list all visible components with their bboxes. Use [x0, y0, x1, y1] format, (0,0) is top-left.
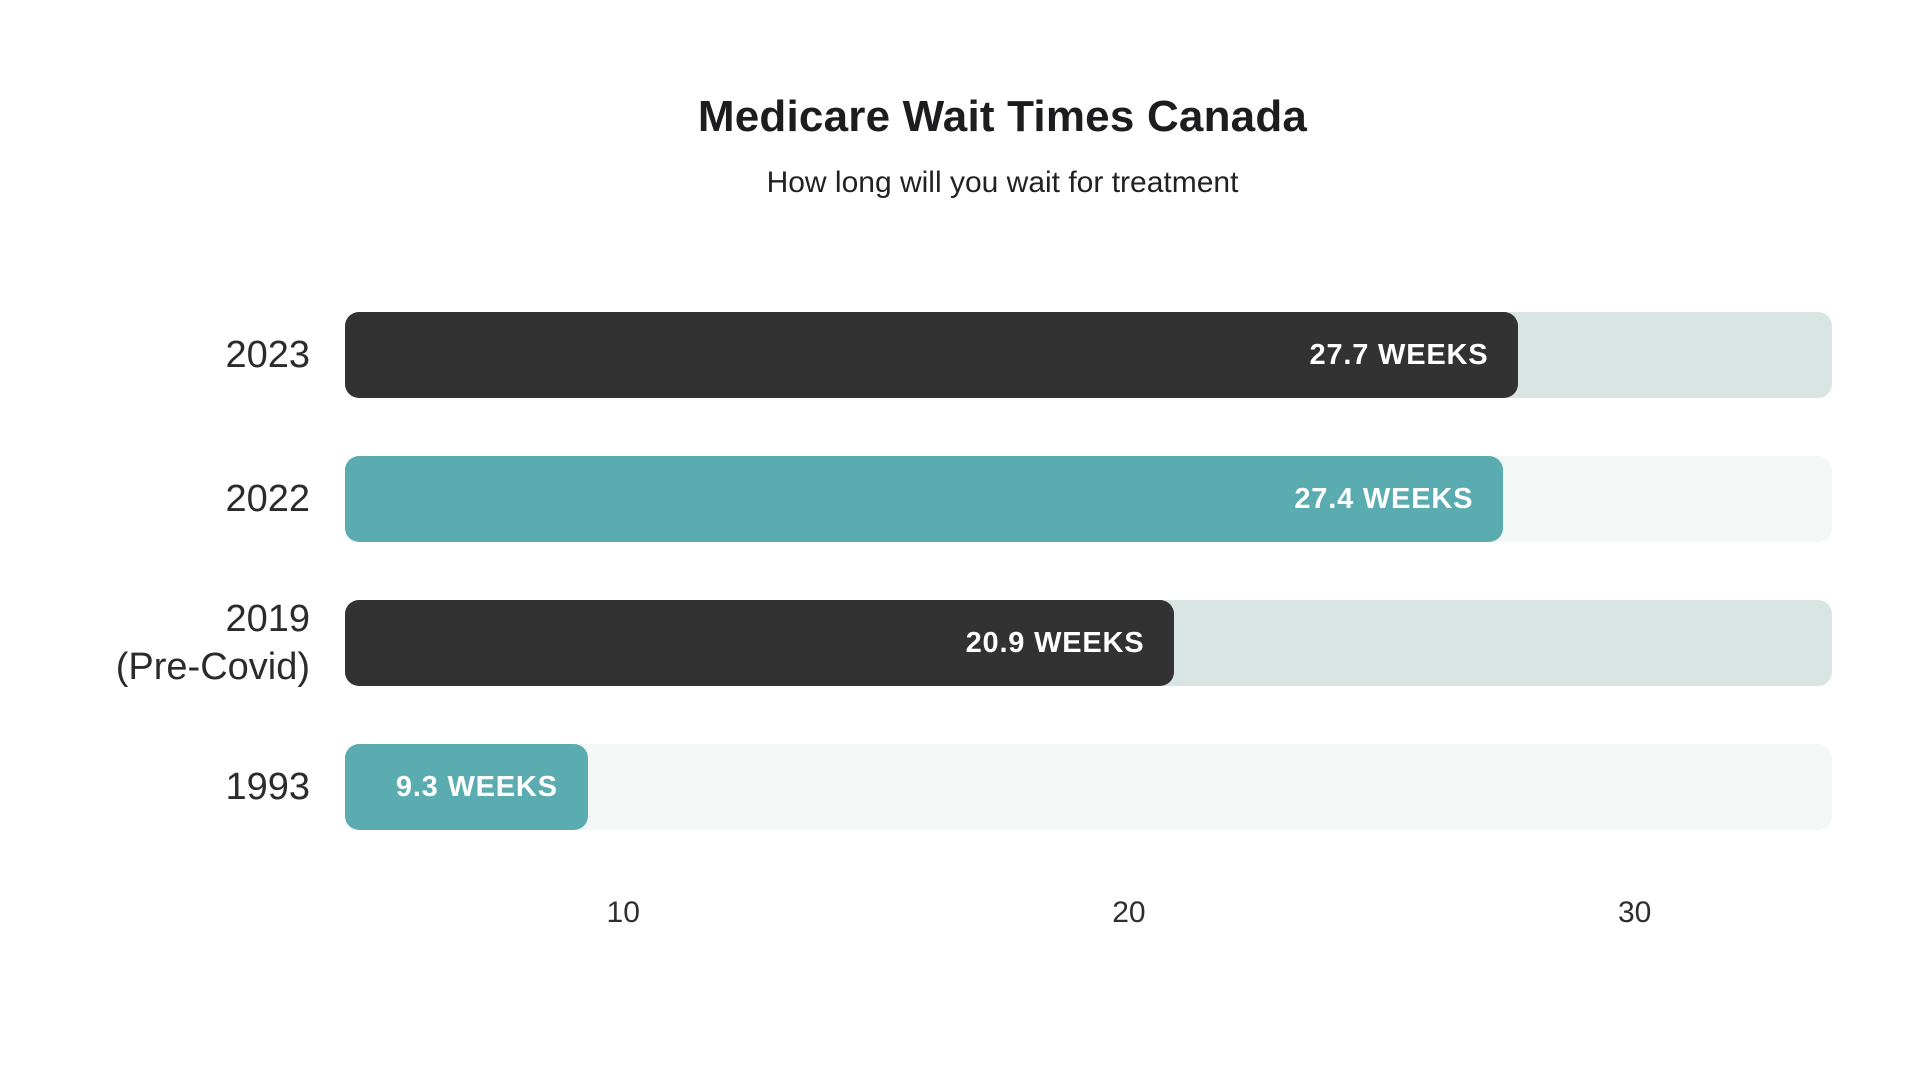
- bar-value-label: 27.7 WEEKS: [1309, 338, 1489, 371]
- bar-track: 27.4 WEEKS: [345, 456, 1832, 542]
- chart-header: Medicare Wait Times Canada How long will…: [0, 0, 1920, 200]
- category-label-line: (Pre-Covid): [115, 646, 310, 688]
- bar-value-label: 20.9 WEEKS: [965, 626, 1145, 659]
- page-subtitle: How long will you wait for treatment: [766, 166, 1239, 199]
- page-title: Medicare Wait Times Canada: [697, 92, 1308, 141]
- chart-row: 2022 27.4 WEEKS: [0, 456, 1920, 542]
- category-label-line: 1993: [225, 766, 310, 808]
- bar: 20.9 WEEKS: [345, 600, 1175, 686]
- bar-track: 9.3 WEEKS: [345, 744, 1832, 830]
- category-label: 2023: [0, 312, 310, 398]
- bar-value-label: 27.4 WEEKS: [1294, 482, 1474, 515]
- bar: 27.4 WEEKS: [345, 456, 1504, 542]
- bar: 27.7 WEEKS: [345, 312, 1519, 398]
- category-label: 1993: [0, 744, 310, 830]
- bar-track: 20.9 WEEKS: [345, 600, 1832, 686]
- bar-track: 27.7 WEEKS: [345, 312, 1832, 398]
- chart-row: 2019 (Pre-Covid) 20.9 WEEKS: [0, 598, 1920, 688]
- category-label-line: 2022: [225, 478, 310, 520]
- bar-value-label: 9.3 WEEKS: [395, 770, 558, 803]
- category-label: 2019 (Pre-Covid): [0, 598, 310, 688]
- category-label-line: 2023: [225, 334, 310, 376]
- x-axis: 10 20 30: [345, 896, 1832, 936]
- category-label: 2022: [0, 456, 310, 542]
- x-axis-tick-label: 20: [1112, 896, 1146, 929]
- category-label-line: 2019: [225, 598, 310, 640]
- x-axis-tick-label: 10: [606, 896, 640, 929]
- chart-row: 2023 27.7 WEEKS: [0, 312, 1920, 398]
- x-axis-tick-label: 30: [1617, 896, 1652, 929]
- bar: 9.3 WEEKS: [345, 744, 588, 830]
- chart-row: 1993 9.3 WEEKS: [0, 744, 1920, 830]
